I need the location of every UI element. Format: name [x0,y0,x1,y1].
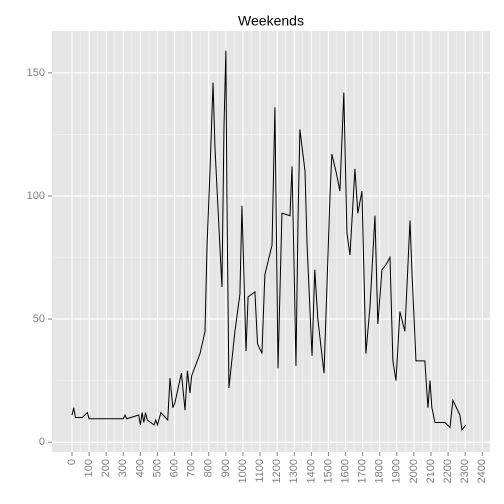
x-tick-label: 2100 [425,459,437,483]
x-tick-label: 2300 [459,459,471,483]
y-tick-label: 100 [27,190,45,202]
x-tick-label: 900 [220,459,232,477]
x-tick-label: 1900 [391,459,403,483]
x-tick-label: 1800 [374,459,386,483]
y-tick-label: 0 [39,436,45,448]
x-tick-label: 500 [151,459,163,477]
x-tick-label: 2400 [476,459,488,483]
x-tick-label: 1300 [288,459,300,483]
x-tick-label: 400 [134,459,146,477]
x-tick-label: 1000 [237,459,249,483]
x-tick-label: 2200 [442,459,454,483]
x-tick-label: 300 [117,459,129,477]
y-tick-label: 150 [27,67,45,79]
x-tick-label: 1200 [271,459,283,483]
x-tick-label: 200 [100,459,112,477]
chart-title: Weekends [238,13,304,29]
y-tick-label: 50 [33,313,45,325]
x-tick-label: 800 [203,459,215,477]
x-tick-label: 2000 [408,459,420,483]
line-series [71,50,467,432]
x-tick-label: 100 [83,459,95,477]
x-tick-label: 1500 [322,459,334,483]
x-tick-label: 1600 [339,459,351,483]
x-tick-label: 1400 [305,459,317,483]
x-tick-label: 1100 [254,459,266,483]
x-tick-label: 700 [186,459,198,477]
x-tick-label: 1700 [357,459,369,483]
x-tick-label: 600 [168,459,180,477]
panel [52,31,490,452]
x-tick-label: 0 [66,459,78,465]
